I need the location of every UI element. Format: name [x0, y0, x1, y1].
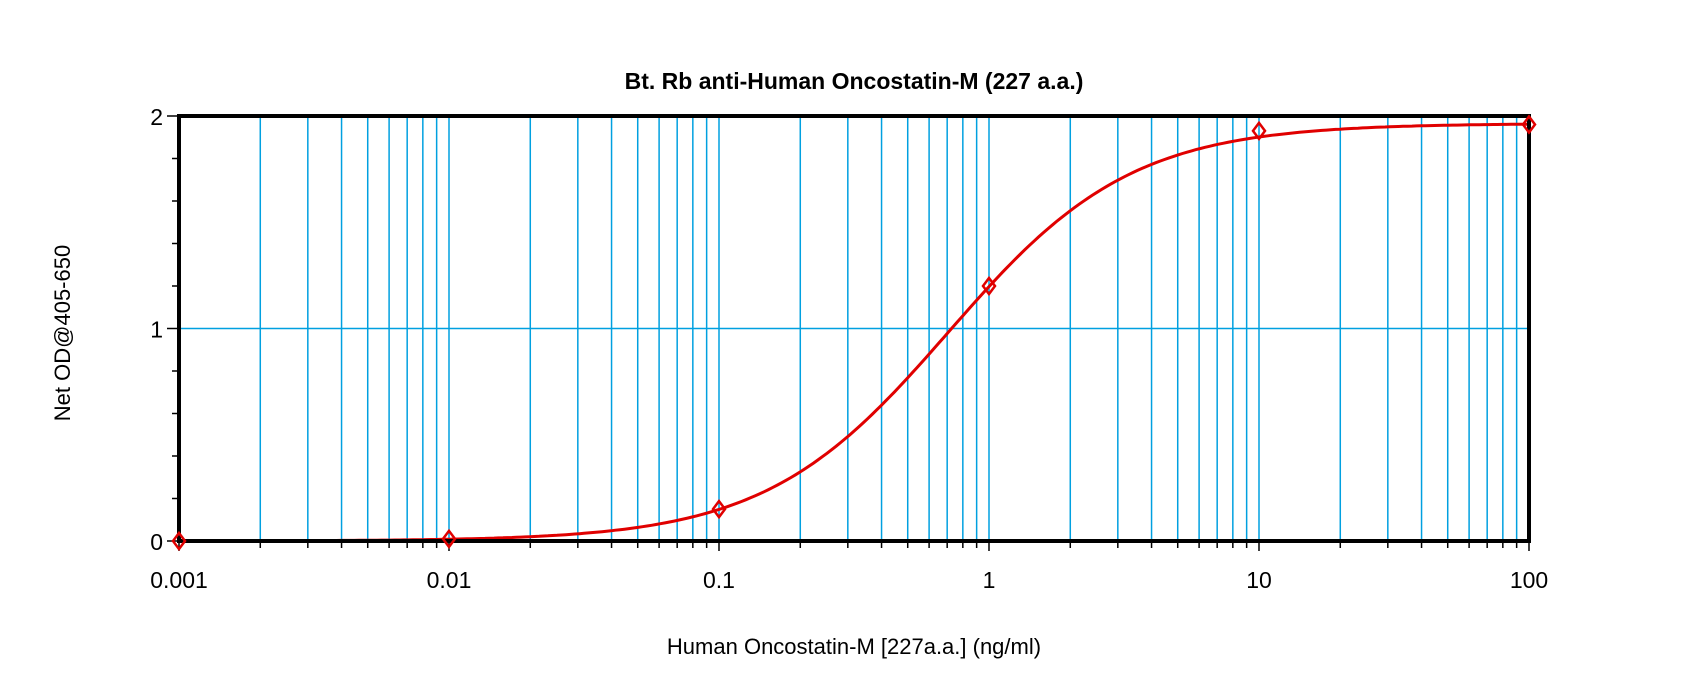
x-tick-label: 0.1	[703, 567, 735, 593]
ticks: 0.001 0.01 0.1 1 10 100 0 1 2	[150, 104, 1548, 593]
data-point-marker	[1521, 114, 1537, 135]
y-axis-label: Net OD@405-650	[50, 245, 75, 421]
data-point-marker	[171, 530, 187, 552]
data-point-marker	[981, 275, 997, 297]
y-tick-label: 1	[150, 317, 163, 343]
data-point-marker	[711, 499, 727, 520]
markers	[171, 114, 1537, 552]
data-point-marker	[1251, 120, 1267, 141]
chart-title: Bt. Rb anti-Human Oncostatin-M (227 a.a.…	[625, 68, 1084, 94]
x-axis-label: Human Oncostatin-M [227a.a.] (ng/ml)	[667, 634, 1041, 659]
y-tick-label: 0	[150, 529, 163, 555]
grid	[179, 116, 1529, 541]
x-tick-label: 0.01	[427, 567, 472, 593]
curve-layer	[179, 122, 1529, 543]
x-tick-label: 0.001	[150, 567, 208, 593]
fit-curve	[179, 122, 1529, 543]
x-tick-label: 10	[1246, 567, 1272, 593]
data-point-marker	[441, 528, 457, 549]
x-tick-label: 1	[983, 567, 996, 593]
x-tick-label: 100	[1510, 567, 1548, 593]
y-tick-label: 2	[150, 104, 163, 130]
